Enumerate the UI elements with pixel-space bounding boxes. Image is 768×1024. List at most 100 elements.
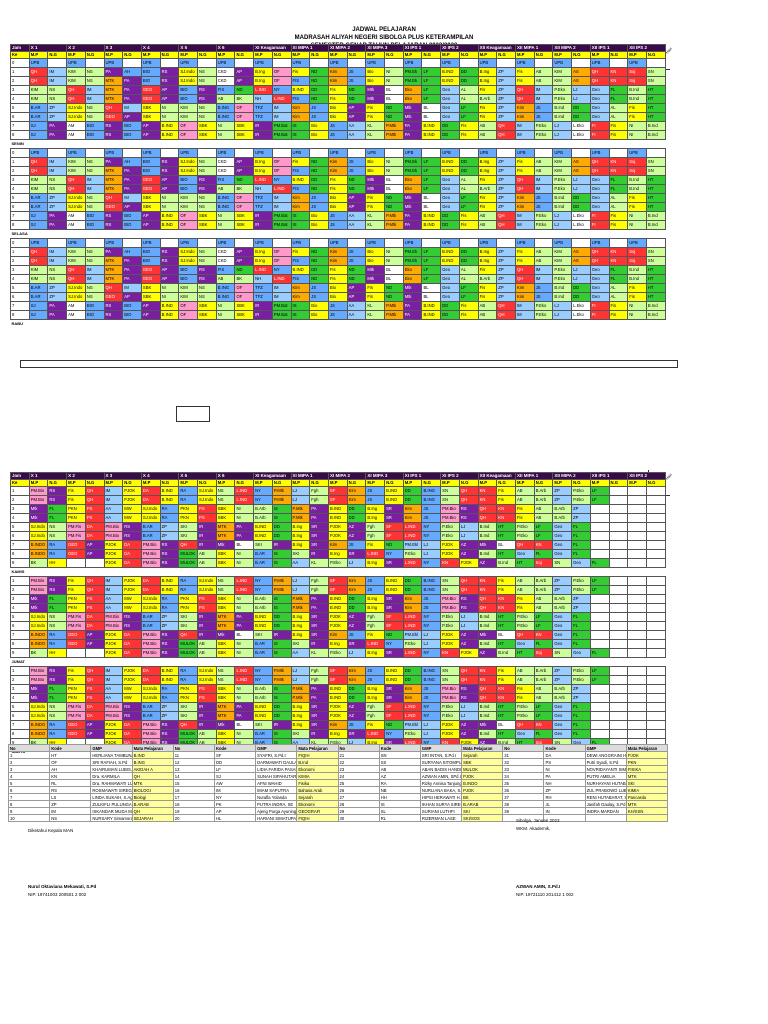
- schedule-cell: AA: [346, 121, 367, 131]
- schedule-cell: AB: [533, 693, 554, 703]
- schedule-cell: [589, 612, 610, 622]
- schedule-cell: PM.Bio: [440, 513, 460, 523]
- schedule-cell: BK: [234, 274, 255, 284]
- schedule-cell: RS: [197, 274, 217, 284]
- schedule-cell: LF: [458, 292, 479, 302]
- schedule-cell: B.IND: [440, 247, 460, 257]
- schedule-cell: PA: [122, 274, 142, 284]
- mp-col-header: M.P: [28, 51, 49, 59]
- schedule-row: 5 SJ.Indo NS PM.Fis DA PM.Bio RS B.AR ZP SKI IR MTK…: [10, 612, 667, 622]
- schedule-cell: LF: [533, 711, 554, 721]
- legend-cell: PUTRA INDRA, SE: [255, 800, 298, 808]
- schedule-cell: SBK: [215, 549, 236, 559]
- schedule-cell: [496, 238, 516, 248]
- schedule-cell: Fis: [477, 103, 498, 113]
- class-header: X 4: [140, 472, 180, 480]
- legend-header: Kode: [213, 744, 257, 752]
- schedule-cell: KN: [496, 594, 516, 604]
- ng-col-header: N.G: [234, 479, 255, 487]
- schedule-cell: B.IND: [384, 666, 404, 676]
- schedule-cell: NY: [421, 711, 442, 721]
- schedule-cell: QH: [514, 175, 535, 185]
- ng-col-header: N.G: [197, 51, 217, 59]
- schedule-cell: LJ: [571, 265, 591, 275]
- schedule-cell: AM: [66, 220, 86, 230]
- schedule-cell: Fis: [627, 193, 647, 203]
- schedule-cell: RA: [178, 576, 199, 586]
- schedule-cell: NI: [159, 202, 180, 212]
- schedule-cell: PKN: [66, 504, 86, 514]
- schedule-cell: SBK: [197, 130, 217, 140]
- schedule-cell: JS: [533, 103, 554, 113]
- schedule-cell: PJOK: [440, 729, 460, 739]
- schedule-cell: AL: [458, 175, 479, 185]
- schedule-cell: PM.Bat: [271, 121, 292, 131]
- schedule-cell: QH: [496, 121, 516, 131]
- schedule-cell: B.ING: [421, 576, 442, 586]
- schedule-cell: Fis: [496, 675, 516, 685]
- schedule-cell: FL: [608, 85, 629, 95]
- schedule-cell: [608, 558, 629, 568]
- schedule-cell: KN: [477, 666, 498, 676]
- header-jam: Jam: [10, 472, 30, 480]
- blank-box: [176, 406, 210, 422]
- schedule-cell: DA: [140, 666, 161, 676]
- schedule-cell: UPB: [215, 148, 236, 158]
- schedule-cell: B.Ing: [477, 157, 498, 167]
- schedule-cell: PM.Bio: [28, 495, 49, 505]
- schedule-cell: Fis: [514, 603, 535, 613]
- legend-cell: 37: [502, 793, 545, 801]
- schedule-cell: NI: [627, 121, 647, 131]
- legend-cell: B.ARAB: [461, 800, 504, 808]
- schedule-cell: AP: [140, 121, 161, 131]
- schedule-cell: PJOK: [103, 549, 124, 559]
- schedule-cell: JS: [365, 675, 386, 685]
- schedule-cell: AZ: [346, 711, 367, 721]
- schedule-cell: B.Ind: [627, 94, 647, 104]
- schedule-cell: [627, 531, 647, 541]
- legend-cell: 30: [337, 814, 380, 822]
- schedule-cell: OF: [234, 193, 255, 203]
- schedule-cell: LF: [458, 103, 479, 113]
- schedule-cell: SJ.Indo: [197, 585, 217, 595]
- schedule-cell: Fis: [608, 211, 629, 221]
- schedule-cell: AP: [140, 310, 161, 320]
- schedule-cell: B.Ind: [627, 274, 647, 284]
- schedule-cell: B.Ind: [477, 522, 498, 532]
- schedule-cell: B.Ing: [253, 67, 273, 77]
- schedule-cell: UPB: [290, 58, 311, 68]
- schedule-cell: B.Arb: [253, 693, 273, 703]
- schedule-cell: B.Ind: [552, 103, 573, 113]
- schedule-cell: AP: [159, 175, 180, 185]
- schedule-cell: [271, 58, 292, 68]
- schedule-cell: HT: [496, 729, 516, 739]
- schedule-cell: [608, 711, 629, 721]
- schedule-cell: LJ: [552, 220, 573, 230]
- schedule-cell: [645, 540, 667, 550]
- schedule-cell: TFZ: [253, 103, 273, 113]
- schedule-cell: [66, 558, 86, 568]
- schedule-cell: UPB: [327, 238, 348, 248]
- schedule-cell: UPB: [178, 58, 199, 68]
- schedule-cell: UPB: [402, 238, 423, 248]
- schedule-cell: MULOK: [178, 648, 199, 658]
- schedule-row: 4 Mtk FL PKN PS AA MW SJ.Indo RA PKN PS SBK NI B.Arb I…: [10, 693, 667, 703]
- day-spacer: KAMIS: [11, 569, 25, 574]
- schedule-cell: L.IND: [402, 648, 423, 658]
- schedule-cell: SN: [645, 157, 667, 167]
- schedule-cell: Fis: [66, 495, 86, 505]
- legend-cell: SURYANA SITOMPUL, S.Pd: [419, 758, 463, 766]
- schedule-row: 1 QH IM KIM NS PA AH BIO RS SJ.Indo NS CKD AP B.Ing OF…: [10, 157, 667, 167]
- schedule-cell: Mtk: [365, 274, 386, 284]
- schedule-cell: AA: [103, 684, 124, 694]
- legend-cell: Pancasila: [625, 793, 669, 801]
- schedule-cell: [645, 486, 667, 496]
- schedule-cell: ND: [309, 184, 329, 194]
- schedule-cell: B.Ing: [253, 157, 273, 167]
- mp-col-header: M.P: [290, 51, 311, 59]
- schedule-cell: ND: [346, 175, 367, 185]
- schedule-cell: AP: [84, 630, 105, 640]
- schedule-cell: Fis: [627, 112, 647, 122]
- schedule-cell: BK: [28, 558, 49, 568]
